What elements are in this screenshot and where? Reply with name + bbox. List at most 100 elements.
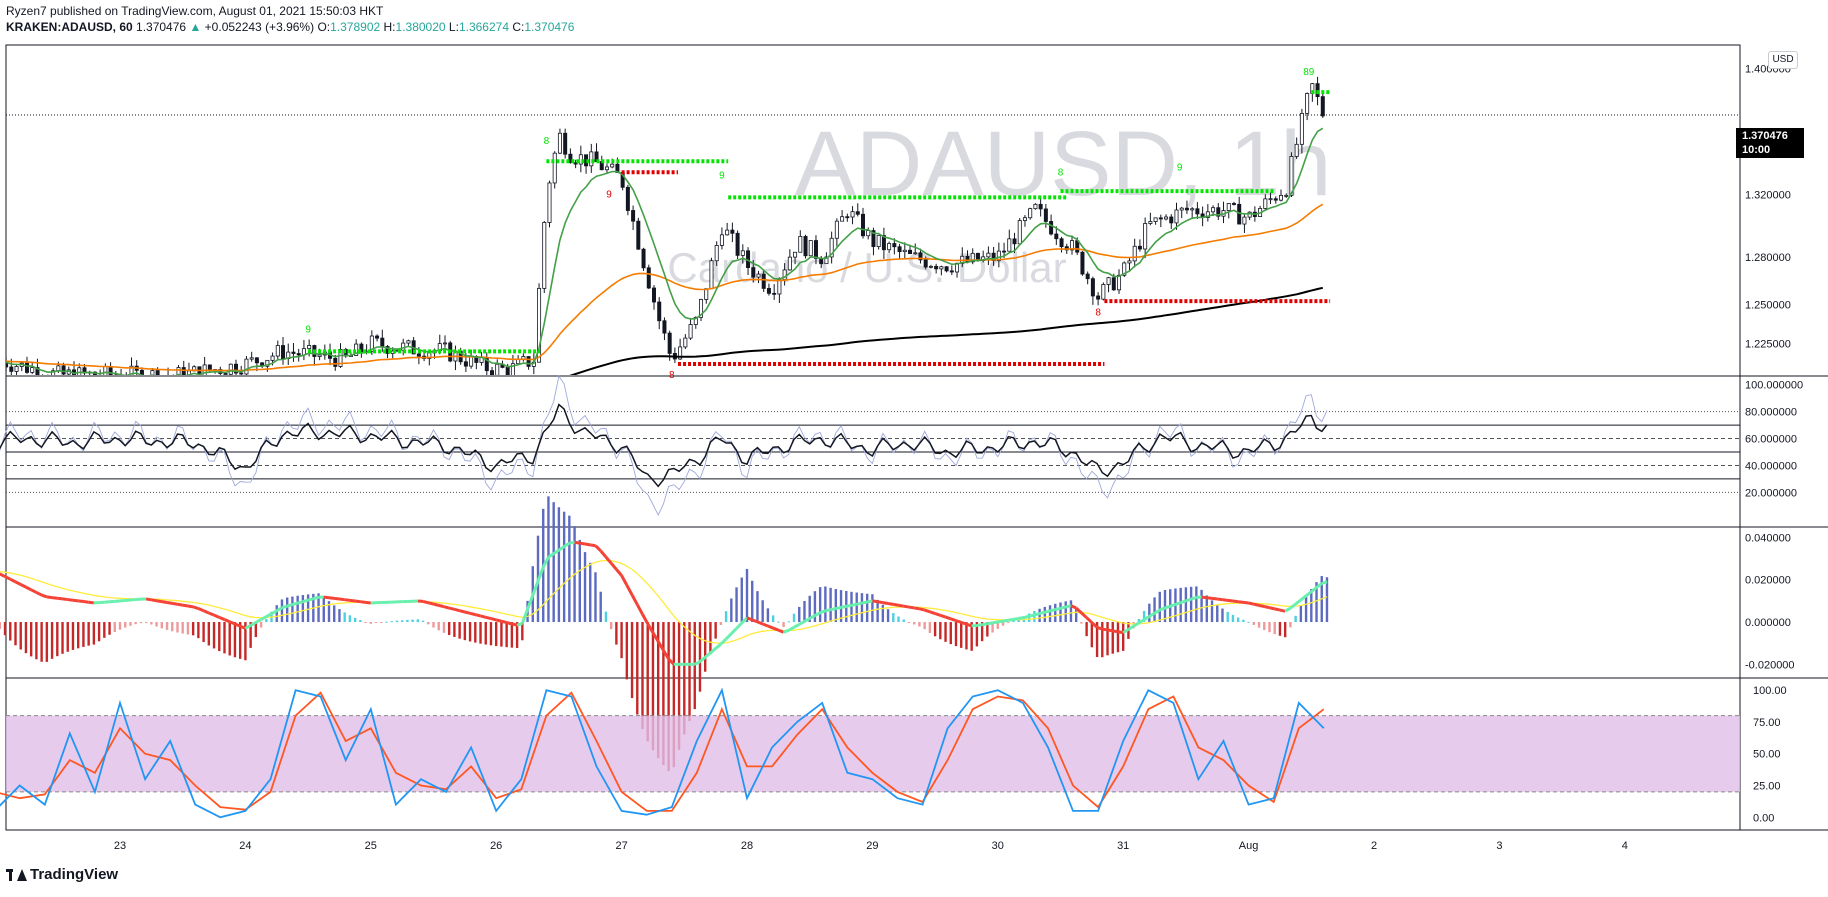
macd-histogram-bar bbox=[1294, 615, 1297, 623]
close-value: 1.370476 bbox=[524, 20, 575, 34]
macd-line-segment bbox=[1112, 629, 1119, 634]
macd-histogram-bar bbox=[724, 611, 728, 623]
candle-body bbox=[1127, 260, 1132, 264]
candle-body bbox=[317, 354, 322, 357]
macd-line-segment bbox=[1294, 598, 1302, 606]
candle-body bbox=[9, 366, 14, 372]
macd-histogram-bar bbox=[280, 599, 284, 623]
macd-histogram-bar bbox=[160, 622, 163, 629]
macd-histogram-bar bbox=[306, 594, 310, 623]
macd-histogram-bar bbox=[855, 592, 858, 623]
rsi-pane[interactable] bbox=[0, 374, 1740, 517]
macd-histogram-bar bbox=[1142, 610, 1146, 623]
macd-line-segment bbox=[506, 621, 513, 626]
macd-histogram-bar bbox=[829, 587, 832, 623]
candle-body bbox=[1106, 277, 1111, 285]
candle-body bbox=[233, 363, 238, 374]
macd-histogram-bar bbox=[82, 622, 85, 647]
candle-body bbox=[604, 166, 609, 171]
high-value: 1.380020 bbox=[395, 20, 446, 34]
macd-line-segment bbox=[590, 543, 596, 548]
macd-line-segment bbox=[924, 608, 931, 614]
candle-body bbox=[239, 372, 244, 375]
td-count-label: 9 bbox=[305, 325, 311, 336]
macd-histogram-bar bbox=[400, 620, 404, 623]
stochastic-pane[interactable] bbox=[0, 687, 1740, 819]
macd-histogram-bar bbox=[411, 619, 414, 623]
candle-body bbox=[291, 351, 296, 354]
macd-line-segment bbox=[433, 602, 440, 607]
macd-line-segment bbox=[960, 620, 967, 626]
candle-body bbox=[380, 337, 385, 347]
macd-histogram-bar bbox=[756, 591, 759, 623]
td-count-label: 8 bbox=[1095, 307, 1101, 318]
macd-line-segment bbox=[297, 600, 304, 605]
tradingview-logo[interactable]: TradingView bbox=[6, 866, 118, 883]
macd-line-segment bbox=[945, 615, 952, 621]
macd-line-segment bbox=[14, 580, 22, 586]
tradingview-logo-text: TradingView bbox=[30, 866, 119, 883]
macd-histogram-bar bbox=[991, 622, 994, 633]
candle-body bbox=[1085, 273, 1090, 280]
macd-histogram-bar bbox=[87, 622, 90, 646]
macd-histogram-bar bbox=[714, 622, 717, 639]
macd-line-segment bbox=[730, 627, 738, 635]
currency-button[interactable]: USD bbox=[1768, 51, 1798, 69]
macd-histogram-bar bbox=[150, 622, 153, 625]
macd-histogram-bar bbox=[636, 622, 639, 715]
macd-histogram-bar bbox=[662, 622, 665, 766]
candle-body bbox=[77, 367, 82, 375]
candle-body bbox=[704, 288, 709, 300]
macd-line-segment bbox=[893, 602, 899, 607]
candle-body bbox=[244, 358, 249, 375]
macd-histogram-bar bbox=[238, 622, 242, 659]
candle-body bbox=[887, 243, 892, 251]
macd-histogram-bar bbox=[1043, 606, 1047, 623]
macd-histogram-bar bbox=[176, 622, 179, 633]
macd-line-segment bbox=[1243, 600, 1249, 605]
macd-histogram-bar bbox=[1059, 602, 1062, 623]
macd-histogram-bar bbox=[233, 622, 237, 658]
macd-line-segment bbox=[1127, 624, 1135, 631]
candle-body bbox=[876, 235, 881, 247]
macd-histogram-bar bbox=[129, 622, 132, 626]
macd-line-segment bbox=[599, 549, 608, 558]
candle-body bbox=[51, 370, 56, 375]
macd-histogram-bar bbox=[1069, 600, 1073, 623]
macd-histogram-bar bbox=[437, 622, 440, 631]
macd-histogram-bar bbox=[1252, 622, 1256, 625]
rsi-tick-label: 40.000000 bbox=[1745, 460, 1797, 472]
macd-line-segment bbox=[35, 591, 43, 597]
candle-body bbox=[537, 287, 542, 363]
macd-line-segment bbox=[808, 614, 816, 620]
rsi-fast-line bbox=[0, 374, 1328, 517]
macd-histogram-bar bbox=[1216, 604, 1219, 623]
candle-body bbox=[667, 332, 672, 354]
candle-body bbox=[1278, 194, 1283, 201]
macd-line-segment bbox=[223, 618, 231, 624]
rsi-line bbox=[0, 403, 1328, 488]
macd-histogram-bar bbox=[860, 593, 864, 623]
macd-histogram-bar bbox=[1085, 622, 1088, 637]
macd-histogram-bar bbox=[589, 562, 592, 623]
macd-histogram-bar bbox=[479, 622, 482, 644]
macd-tick-label: 0.040000 bbox=[1745, 532, 1791, 544]
macd-line-segment bbox=[1018, 616, 1025, 620]
candle-body bbox=[1148, 221, 1153, 224]
macd-histogram-bar bbox=[108, 622, 111, 635]
stoch-k-line bbox=[0, 687, 1325, 819]
watermark-symbol: ADAUSD, 1h bbox=[795, 113, 1332, 215]
macd-histogram-bar bbox=[1158, 591, 1161, 623]
candle-body bbox=[1284, 194, 1289, 197]
macd-histogram-bar bbox=[1310, 588, 1313, 623]
candle-body bbox=[725, 229, 730, 236]
candle-body bbox=[1017, 220, 1022, 245]
macd-pane[interactable] bbox=[0, 496, 1329, 772]
macd-histogram-bar bbox=[704, 622, 707, 672]
macd-line-segment bbox=[1132, 621, 1140, 628]
candle-body bbox=[333, 357, 338, 367]
macd-histogram-bar bbox=[427, 622, 430, 625]
macd-line-segment bbox=[1284, 606, 1292, 613]
